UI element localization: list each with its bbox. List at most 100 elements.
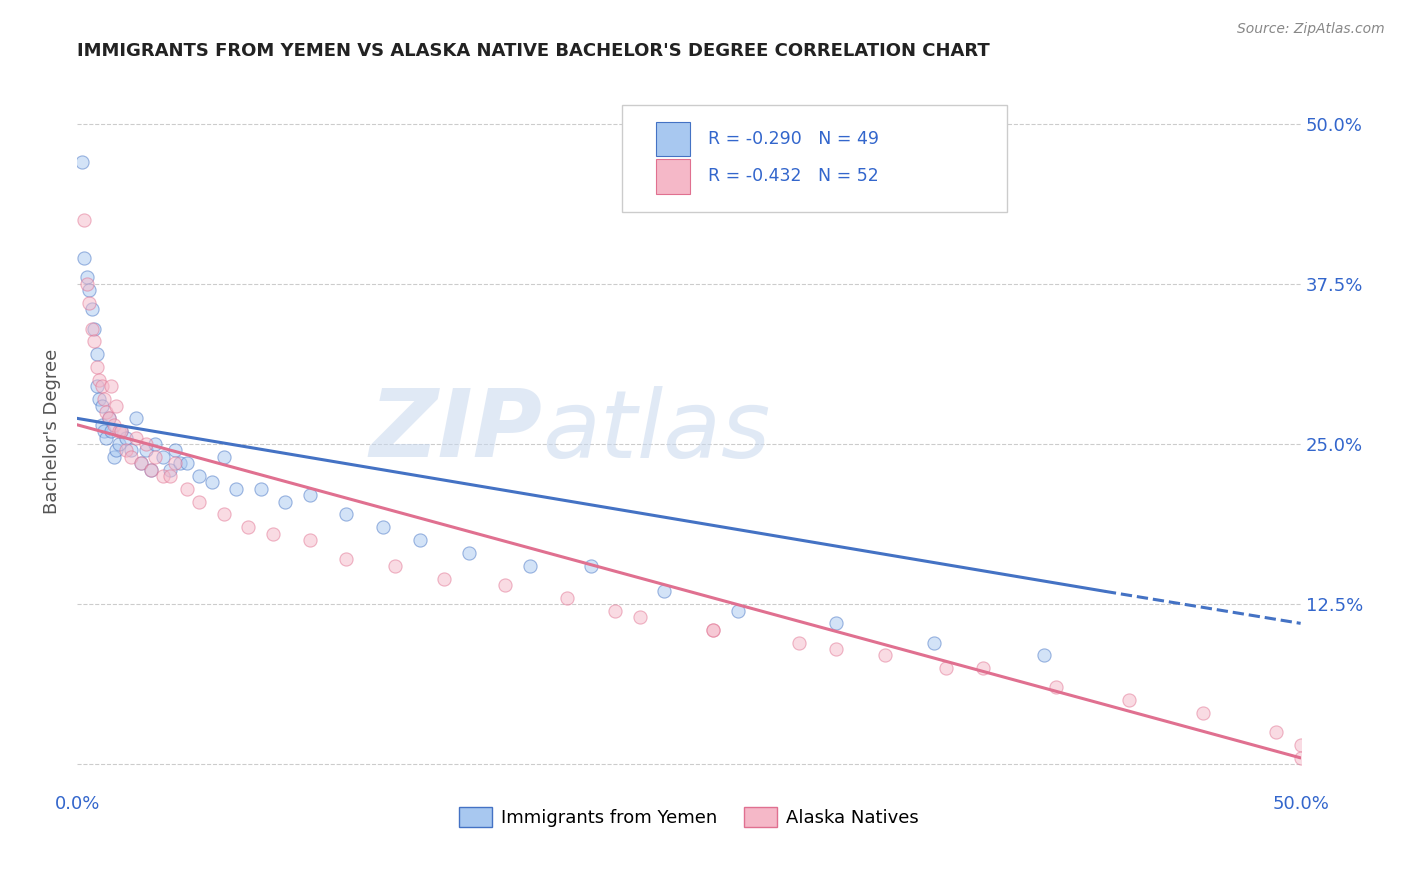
Point (972, 661, 994, 675)
Point (79, 283, 101, 297)
Point (262, 526, 284, 541)
Text: IMMIGRANTS FROM YEMEN VS ALASKA NATIVE BACHELOR'S DEGREE CORRELATION CHART: IMMIGRANTS FROM YEMEN VS ALASKA NATIVE B… (77, 42, 990, 60)
Point (212, 508, 235, 522)
Point (100, 379, 122, 393)
Point (115, 443, 138, 458)
Point (86, 347, 108, 361)
Point (159, 469, 181, 483)
Point (163, 456, 186, 470)
Point (152, 469, 174, 483)
Point (494, 578, 516, 592)
Point (86, 379, 108, 393)
Point (176, 456, 198, 470)
Point (727, 603, 749, 617)
Point (73, 212, 96, 227)
Point (408, 533, 430, 547)
Point (152, 450, 174, 464)
Point (1289, 738, 1312, 752)
Point (73, 251, 96, 265)
Point (76, 270, 98, 285)
Text: R = -0.432   N = 52: R = -0.432 N = 52 (709, 168, 879, 186)
Point (87, 373, 110, 387)
Point (110, 424, 132, 438)
Point (129, 456, 152, 470)
Point (135, 443, 157, 458)
Point (93, 392, 115, 406)
Legend: Immigrants from Yemen, Alaska Natives: Immigrants from Yemen, Alaska Natives (453, 799, 925, 835)
FancyBboxPatch shape (621, 104, 1007, 212)
Point (188, 494, 211, 508)
Point (1289, 751, 1312, 765)
Point (298, 488, 321, 502)
Point (90, 417, 112, 432)
Point (188, 469, 211, 483)
Point (787, 635, 810, 649)
Point (1265, 725, 1288, 739)
Point (97, 411, 120, 425)
Point (80, 302, 103, 317)
Point (96, 405, 118, 419)
Point (100, 424, 122, 438)
Point (249, 482, 271, 496)
Point (519, 558, 541, 573)
Point (238, 520, 260, 534)
Point (145, 450, 167, 464)
Point (335, 552, 357, 566)
Point (105, 443, 128, 458)
Point (433, 572, 456, 586)
Point (702, 623, 724, 637)
Point (83, 321, 105, 335)
Point (335, 508, 357, 522)
Point (922, 635, 945, 649)
Point (90, 399, 112, 413)
Point (115, 431, 138, 445)
Text: ZIP: ZIP (370, 385, 543, 477)
Point (935, 661, 957, 675)
Point (93, 424, 115, 438)
Point (1118, 693, 1140, 707)
Point (125, 431, 148, 445)
Point (159, 462, 181, 476)
Point (87, 392, 110, 406)
Point (163, 443, 186, 458)
Point (145, 437, 167, 451)
Point (103, 417, 125, 432)
FancyBboxPatch shape (655, 122, 690, 156)
Point (90, 379, 112, 393)
Point (96, 431, 118, 445)
Point (107, 437, 129, 451)
Point (107, 424, 129, 438)
Point (120, 450, 142, 464)
Point (873, 648, 896, 663)
Point (579, 558, 602, 573)
Point (225, 482, 247, 496)
Point (135, 437, 157, 451)
Point (371, 520, 394, 534)
Point (212, 450, 235, 464)
Point (125, 411, 148, 425)
Point (83, 334, 105, 349)
Point (824, 616, 846, 631)
Point (201, 475, 224, 490)
Text: R = -0.290   N = 49: R = -0.290 N = 49 (709, 130, 879, 148)
Y-axis label: Bachelor's Degree: Bachelor's Degree (44, 349, 60, 514)
Point (1191, 706, 1213, 720)
Point (103, 450, 125, 464)
Point (628, 610, 651, 624)
Point (274, 494, 297, 508)
Point (110, 424, 132, 438)
Point (79, 296, 101, 310)
Point (1045, 681, 1067, 695)
Point (80, 321, 103, 335)
Point (176, 482, 198, 496)
Point (605, 603, 627, 617)
Point (105, 399, 128, 413)
Point (702, 623, 724, 637)
Point (70, 155, 93, 169)
Point (1032, 648, 1054, 663)
Point (129, 456, 152, 470)
Point (824, 642, 846, 657)
Point (139, 462, 162, 476)
Point (457, 546, 479, 560)
Point (555, 591, 578, 605)
